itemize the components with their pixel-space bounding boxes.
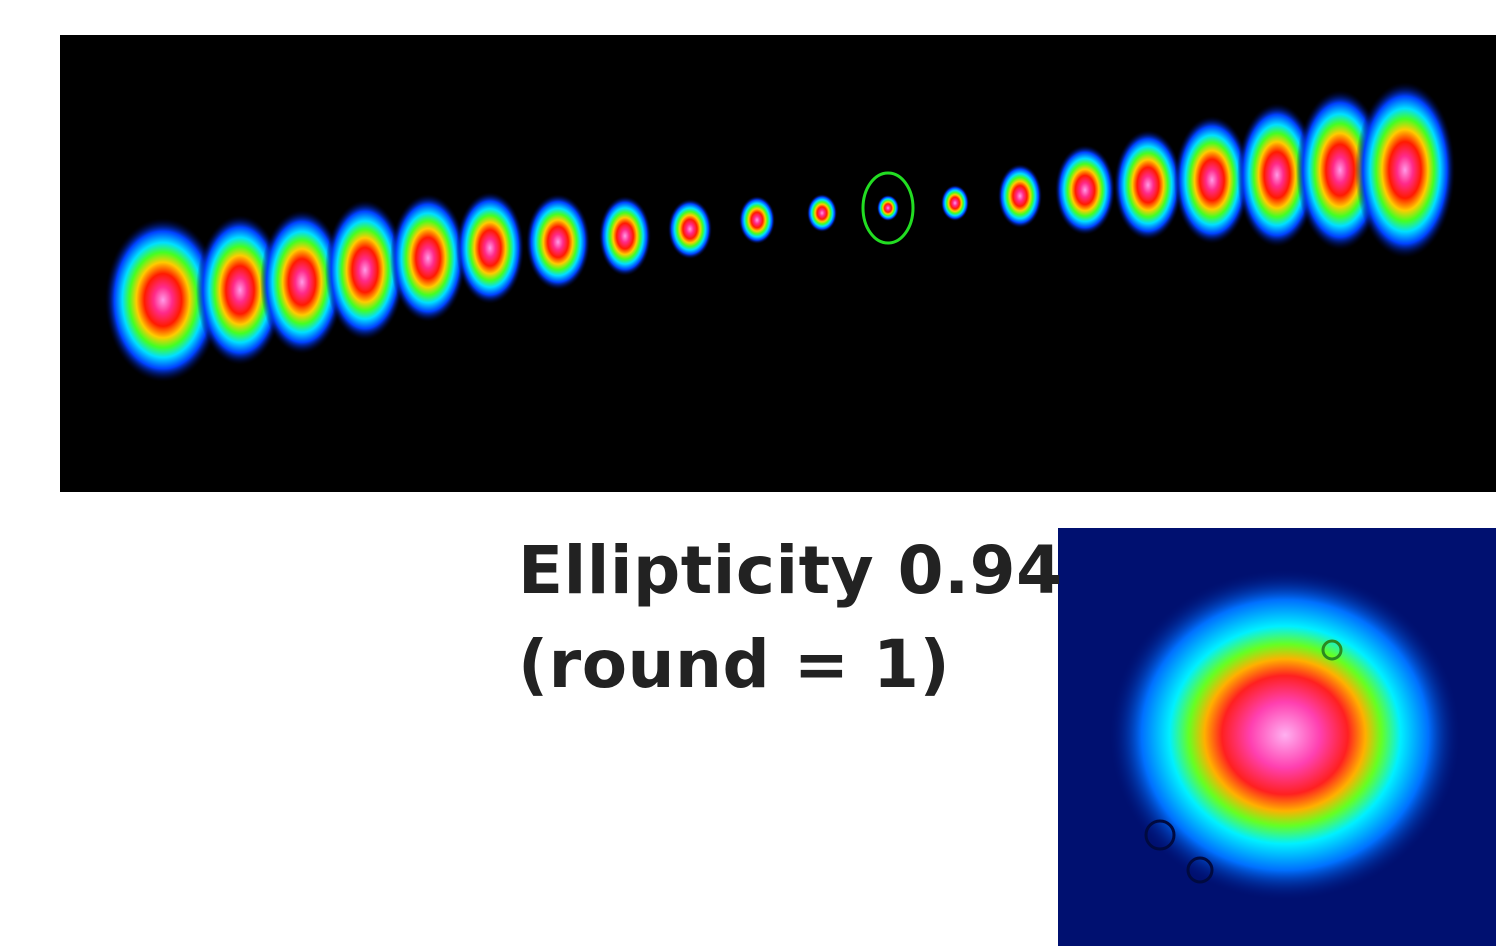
beam-spot [941, 185, 969, 221]
beam-spot [1055, 145, 1115, 235]
beam-spot [599, 196, 651, 276]
beam-spot [739, 196, 775, 244]
caption-line: (round = 1) [518, 632, 950, 698]
beam-spot [1355, 82, 1455, 258]
beam-profile [1110, 570, 1460, 900]
page: Ellipticity 0.94 (round = 1) (() => { co… [0, 0, 1496, 946]
beam-spot [807, 194, 837, 232]
beam-spot [877, 195, 899, 221]
caption-line: Ellipticity 0.94 [518, 538, 1063, 604]
beam-spot [1114, 130, 1182, 240]
beam-spot [668, 199, 712, 259]
beam-spot [456, 192, 524, 304]
beam-images [0, 0, 1496, 946]
beam-spot [998, 164, 1042, 228]
beam-spot [526, 194, 590, 290]
beam-spot [390, 194, 466, 322]
